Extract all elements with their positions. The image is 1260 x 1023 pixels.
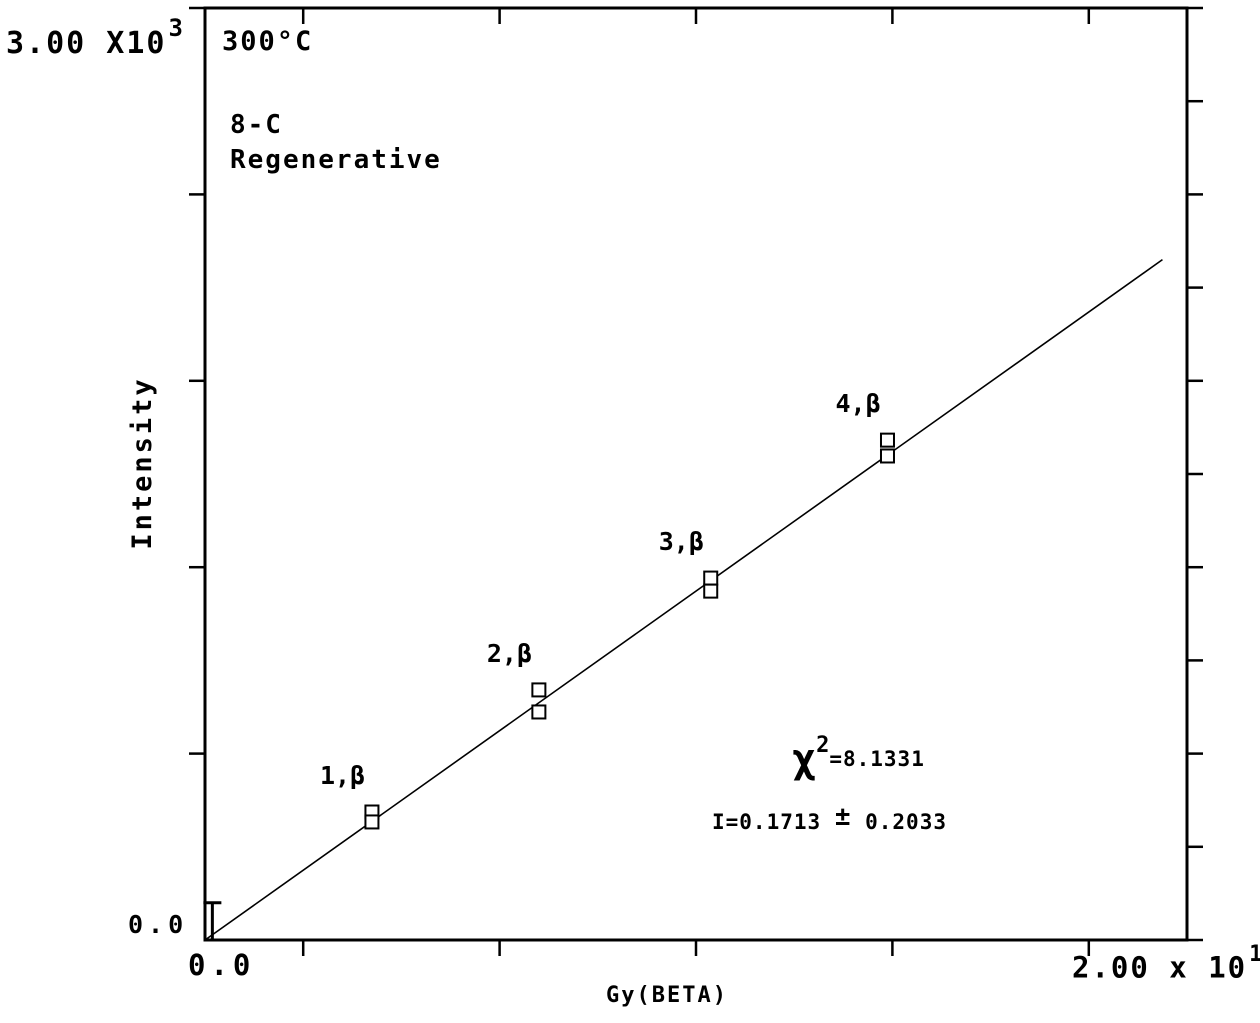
annotation-method: Regenerative: [230, 145, 442, 175]
data-point-label: 2,β: [487, 639, 532, 668]
data-point-marker: [703, 583, 719, 599]
intercept-value: I=0.1713: [712, 810, 822, 834]
annotation-temperature: 300°C: [222, 26, 314, 57]
x-axis-max-base: 2.00 x 10: [1072, 950, 1248, 985]
data-point-marker: [364, 814, 380, 830]
y-axis-max-exponent: 3: [168, 14, 185, 42]
chi-squared-annotation: χ2=8.1331: [792, 732, 925, 782]
data-point-marker: [531, 704, 547, 720]
y-axis-max-tick-label: 3.00 X103: [6, 14, 183, 61]
y-axis-max-base: 3.00 X10: [6, 26, 167, 61]
chi-exponent: 2: [816, 732, 830, 758]
y-axis-min-tick-label: 0.0: [128, 910, 189, 939]
data-point-marker: [703, 570, 719, 586]
intercept-annotation: I=0.1713 ± 0.2033: [712, 802, 947, 836]
data-point-label: 3,β: [659, 527, 704, 556]
data-point-label: 4,β: [835, 389, 880, 418]
plus-minus-sign: ±: [834, 802, 852, 832]
data-point-marker: [531, 682, 547, 698]
data-point-label: 1,β: [320, 761, 365, 790]
data-point-marker: [879, 432, 895, 448]
x-axis-min-tick-label: 0.0: [188, 948, 256, 982]
intercept-error-value: 0.2033: [865, 810, 947, 834]
annotation-sample: 8-C: [230, 110, 283, 140]
x-axis-max-exponent: 1: [1249, 942, 1260, 967]
x-axis-label: Gy(BETA): [606, 983, 728, 1008]
data-point-marker: [879, 448, 895, 464]
y-axis-label: Intensity: [127, 376, 158, 550]
chi-value: =8.1331: [829, 747, 925, 771]
x-axis-max-tick-label: 2.00 x 101: [1072, 942, 1260, 985]
chi-symbol: χ: [792, 736, 817, 782]
fit-line: [204, 258, 1163, 941]
